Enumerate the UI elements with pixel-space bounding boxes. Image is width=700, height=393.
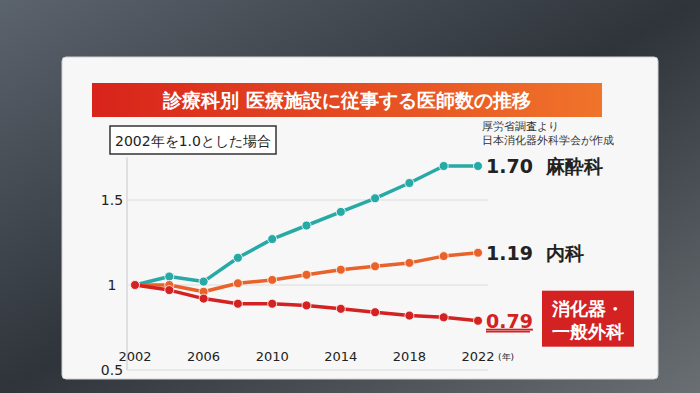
point	[439, 162, 448, 171]
point	[336, 265, 345, 274]
point	[233, 253, 242, 262]
point	[474, 316, 483, 325]
point	[336, 207, 345, 216]
x-tick-label: 2002	[118, 349, 151, 364]
title: 診療科別 医療施設に従事する医師数の推移	[162, 89, 531, 111]
panel	[62, 57, 658, 379]
y-tick-label: 1	[108, 277, 117, 293]
grid-line	[127, 200, 488, 201]
y-axis-line	[127, 158, 128, 371]
grid-line	[127, 370, 488, 371]
end-value: 1.19	[486, 242, 533, 264]
point	[131, 281, 140, 290]
point	[302, 270, 311, 279]
point	[405, 258, 414, 267]
point	[233, 279, 242, 288]
background	[0, 0, 700, 393]
subtitle-box	[110, 126, 276, 154]
end-value: 0.79	[486, 310, 533, 332]
point	[405, 311, 414, 320]
plot-area	[131, 162, 483, 326]
point	[268, 235, 277, 244]
point	[302, 221, 311, 230]
point	[233, 299, 242, 308]
y-tick-label: 0.5	[101, 362, 123, 378]
point	[302, 301, 311, 310]
series-name-box	[542, 291, 634, 347]
point	[199, 277, 208, 286]
x-tick-label: 2014	[324, 349, 357, 364]
point	[439, 252, 448, 261]
y-tick-label: 1.5	[101, 192, 123, 208]
point	[199, 294, 208, 303]
end-value: 1.70	[486, 155, 533, 177]
series-name-part: 消化器・	[551, 298, 624, 319]
x-tick-label: 2022	[461, 349, 494, 364]
source: 厚労省調査より	[482, 120, 559, 132]
point	[165, 272, 174, 281]
point	[474, 162, 483, 171]
point	[474, 248, 483, 257]
subtitle: 2002年を1.0とした場合	[115, 133, 271, 149]
x-tick-label: 2006	[187, 349, 220, 364]
chart: 診療科別 医療施設に従事する医師数の推移 2002年を1.0とした場合 厚労省調査よ…	[0, 0, 700, 393]
point	[371, 308, 380, 317]
x-label: (年)	[498, 352, 514, 362]
point	[268, 299, 277, 308]
grid-line	[127, 285, 488, 286]
point	[336, 304, 345, 313]
series-name: 内科	[546, 242, 584, 264]
source: 日本消化器外科学会が作成	[482, 134, 614, 146]
point	[371, 194, 380, 203]
underline	[486, 331, 530, 333]
point	[165, 286, 174, 295]
point	[268, 275, 277, 284]
series-line	[135, 285, 478, 321]
title-bar	[92, 83, 602, 117]
point	[405, 179, 414, 188]
point	[371, 262, 380, 271]
point	[131, 281, 140, 290]
point	[131, 281, 140, 290]
x-tick-label: 2010	[256, 349, 289, 364]
series-name: 消化器・一般外科	[551, 298, 624, 342]
series-line	[135, 166, 478, 285]
series-line	[135, 253, 478, 292]
x-tick-label: 2018	[393, 349, 426, 364]
series-name-part: 一般外科	[552, 321, 624, 342]
series-name: 麻酔科	[545, 155, 603, 177]
point	[439, 313, 448, 322]
